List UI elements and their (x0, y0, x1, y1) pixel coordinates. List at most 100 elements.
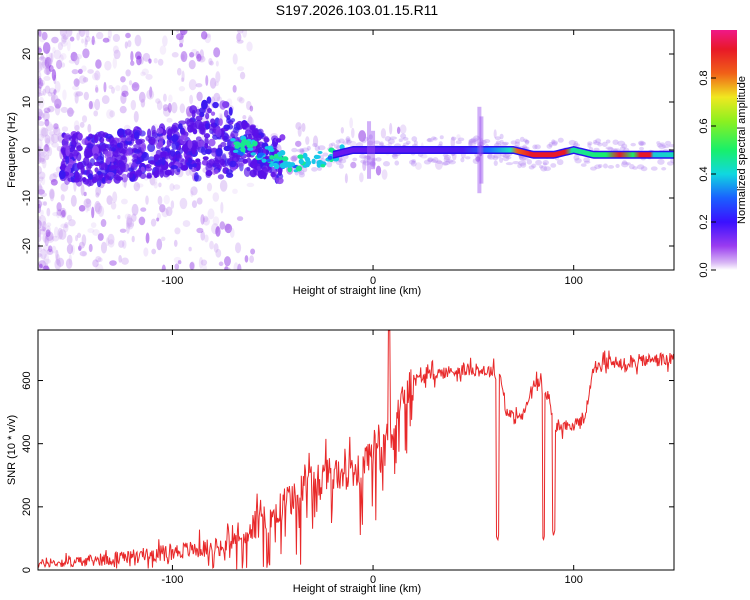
spectrogram-noise-blob (51, 235, 60, 242)
spectrogram-energy-blob (85, 151, 93, 158)
spectrogram-peak-blob (230, 138, 236, 142)
spectrogram-noise-blob (74, 92, 79, 104)
spectrogram-energy-blob (206, 96, 212, 104)
spectrogram-noise-blob (220, 201, 224, 214)
spectrogram-noise-blob (45, 225, 51, 237)
spectrogram-halo-blob (431, 136, 437, 140)
spectrogram-noise-blob (237, 263, 242, 270)
spectrogram-noise-blob (191, 200, 198, 208)
spectrogram-halo-blob (639, 146, 645, 151)
spectrogram-halo-blob (432, 137, 438, 141)
spectrogram-energy-blob (198, 107, 206, 114)
spectrogram-noise-blob (290, 155, 298, 162)
spectrogram-halo-blob (640, 166, 648, 172)
spectrogram-halo-blob (510, 140, 517, 145)
spectrogram-noise-blob (174, 263, 180, 270)
spectrogram-halo-blob (539, 164, 544, 169)
spectrogram-halo-blob (535, 159, 542, 166)
spectrogram-energy-blob (94, 167, 99, 173)
spectrogram-noise-blob (162, 107, 171, 117)
spectrogram-y-axis-label: Frequency (Hz) (6, 112, 18, 188)
colorbar-ticks: 0.0 0.2 0.4 0.6 0.8 (698, 70, 716, 278)
spectrogram-noise-blob (46, 207, 51, 217)
spectrogram-noise-blob (53, 89, 57, 95)
spectrogram-energy-blob (198, 122, 205, 130)
spectrogram-noise-blob (82, 76, 89, 83)
spectrogram-noise-blob (38, 45, 42, 50)
spectrogram-y-ticks: -20 -10 0 10 20 (21, 48, 674, 254)
spectrogram-energy-blob (220, 141, 227, 147)
spectrogram-noise-blob (232, 53, 238, 65)
spectrogram-noise-blob (85, 30, 90, 38)
spectrogram-noise-blob (159, 45, 167, 55)
spectrogram-noise-blob (46, 121, 53, 132)
spectrogram-noise-blob (126, 216, 133, 228)
spectrogram-halo-blob (603, 163, 608, 169)
spectrogram-halo-blob (291, 156, 297, 163)
spectrogram-energy-blob (186, 118, 195, 128)
spectrogram-halo-blob (632, 166, 638, 170)
spectrogram-noise-blob (249, 255, 255, 263)
spectrogram-noise-blob (98, 205, 105, 218)
spectrogram-noise-blob (38, 252, 42, 258)
spectrogram-peak-blob (281, 156, 289, 162)
spectrogram-halo-blob (317, 145, 326, 151)
spectrogram-energy-blob (128, 167, 134, 172)
spectrogram-halo-blob (502, 153, 510, 158)
spectrogram-noise-blob (50, 179, 58, 186)
spectrogram-noise-blob (107, 30, 112, 39)
spectrogram-energy-blob (104, 153, 112, 160)
spectrogram-noise-blob (118, 240, 125, 248)
spectrogram-noise-blob (213, 47, 221, 58)
spectrogram-halo-blob (573, 154, 580, 161)
spectrogram-noise-blob (81, 234, 87, 247)
spectrogram-noise-blob (246, 182, 255, 188)
spectrogram-noise-blob (208, 58, 213, 66)
spectrogram-noise-blob (42, 244, 50, 252)
spectrogram-halo-blob (430, 159, 437, 163)
spectrogram-halo-blob (512, 160, 520, 165)
spectrogram-halo-blob (546, 143, 553, 149)
spectrogram-noise-blob (45, 123, 54, 132)
colorbar: 0.0 0.2 0.4 0.6 0.8 Normalized spectral ampl… (698, 30, 748, 278)
spectrogram-noise-blob (38, 228, 41, 238)
spectrogram-energy-blob (148, 136, 156, 145)
spectrogram-noise-blob (68, 254, 72, 266)
spectrogram-noise-blob (126, 214, 133, 226)
spectrogram-noise-blob (167, 102, 172, 113)
spectrogram-noise-blob (41, 59, 50, 69)
spectrogram-halo-blob (590, 166, 597, 171)
spectrogram-energy-blob (210, 111, 216, 116)
spectrogram-halo-blob (601, 141, 608, 147)
spectrogram-noise-blob (54, 98, 62, 109)
spectrogram-halo-blob (298, 171, 305, 178)
spectrogram-noise-blob (38, 133, 44, 142)
spectrogram-noise-blob (122, 239, 127, 249)
snr-y-tick-label-3: 600 (21, 371, 33, 389)
spectrogram-halo-blob (346, 139, 351, 146)
snr-frame (37, 329, 675, 571)
spectrogram-energy-blob (191, 167, 197, 173)
spectrogram-noise-blob (87, 228, 95, 234)
spectrogram-noise-blob (110, 201, 117, 210)
spectrogram-noise-blob (238, 97, 245, 104)
spectrogram-noise-blob (212, 192, 220, 202)
spectrogram-noise-blob (131, 82, 140, 92)
spectrogram-noise-blob (174, 227, 181, 235)
spectrogram-noise-blob (188, 246, 192, 252)
spectrogram-noise-blob (85, 201, 89, 213)
spectrogram-energy-blob (194, 175, 202, 182)
spectrogram-noise-blob (78, 30, 82, 34)
spectrogram-noise-blob (83, 198, 92, 208)
spectrogram-noise-blob (62, 35, 69, 40)
spectrogram-energy-blob (135, 169, 143, 176)
spectrogram-noise-blob (42, 158, 47, 169)
spectrogram-halo-blob (656, 143, 663, 148)
spectrogram-noise-blob (62, 89, 67, 101)
spectrogram-y-tick-label-0: -20 (21, 238, 33, 254)
spectrogram-energy-blob (225, 169, 233, 175)
spectrogram-halo-blob (551, 141, 558, 147)
spectrogram-noise-blob (158, 182, 162, 188)
spectrogram-noise-blob (127, 222, 134, 228)
spectrogram-noise-blob (173, 256, 182, 264)
